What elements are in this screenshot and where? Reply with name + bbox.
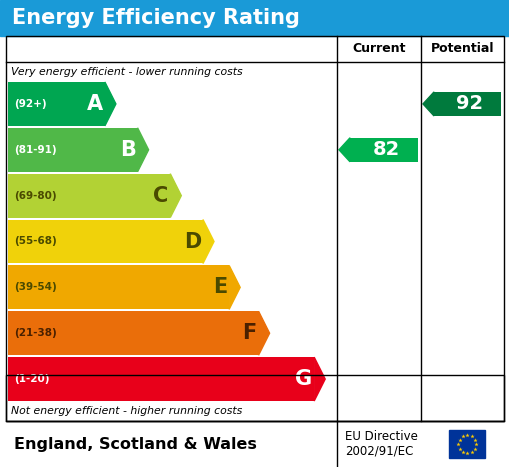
Text: A: A (87, 94, 103, 114)
Bar (0, 0, 509, 36)
Text: 92: 92 (456, 94, 483, 113)
Text: E: E (213, 277, 227, 297)
Bar (434, 92, 501, 116)
Bar (8, 128, 137, 172)
Polygon shape (314, 357, 325, 401)
Bar (8, 174, 171, 218)
Text: D: D (184, 232, 201, 252)
Bar (0, 421, 509, 467)
Text: (1-20): (1-20) (14, 374, 49, 384)
Polygon shape (203, 219, 214, 263)
Polygon shape (137, 128, 149, 172)
Text: B: B (120, 140, 135, 160)
Bar (8, 357, 314, 401)
Bar (6, 375, 504, 421)
Polygon shape (259, 311, 270, 355)
Polygon shape (105, 82, 116, 126)
Bar (449, 430, 486, 458)
Text: (55-68): (55-68) (14, 236, 56, 247)
Text: England, Scotland & Wales: England, Scotland & Wales (14, 437, 257, 452)
Text: (81-91): (81-91) (14, 145, 56, 155)
Polygon shape (423, 92, 434, 116)
Text: Not energy efficient - higher running costs: Not energy efficient - higher running co… (11, 406, 242, 416)
Bar (8, 219, 203, 263)
Bar (8, 82, 105, 126)
Text: 82: 82 (373, 140, 400, 159)
Bar (6, 36, 504, 421)
Text: Very energy efficient - lower running costs: Very energy efficient - lower running co… (11, 67, 243, 77)
Text: (39-54): (39-54) (14, 283, 56, 292)
Text: Energy Efficiency Rating: Energy Efficiency Rating (12, 8, 300, 28)
Bar (8, 265, 229, 309)
Polygon shape (229, 265, 240, 309)
Text: Current: Current (352, 42, 406, 56)
Polygon shape (339, 138, 350, 162)
Text: 2002/91/EC: 2002/91/EC (345, 445, 413, 458)
Text: G: G (295, 369, 312, 389)
Text: (69-80): (69-80) (14, 191, 56, 201)
Text: F: F (242, 323, 257, 343)
Text: C: C (153, 186, 168, 205)
Text: (21-38): (21-38) (14, 328, 56, 338)
Bar (350, 138, 418, 162)
Text: (92+): (92+) (14, 99, 47, 109)
Bar (8, 311, 259, 355)
Text: EU Directive: EU Directive (345, 431, 418, 444)
Text: Potential: Potential (431, 42, 494, 56)
Polygon shape (171, 174, 181, 218)
